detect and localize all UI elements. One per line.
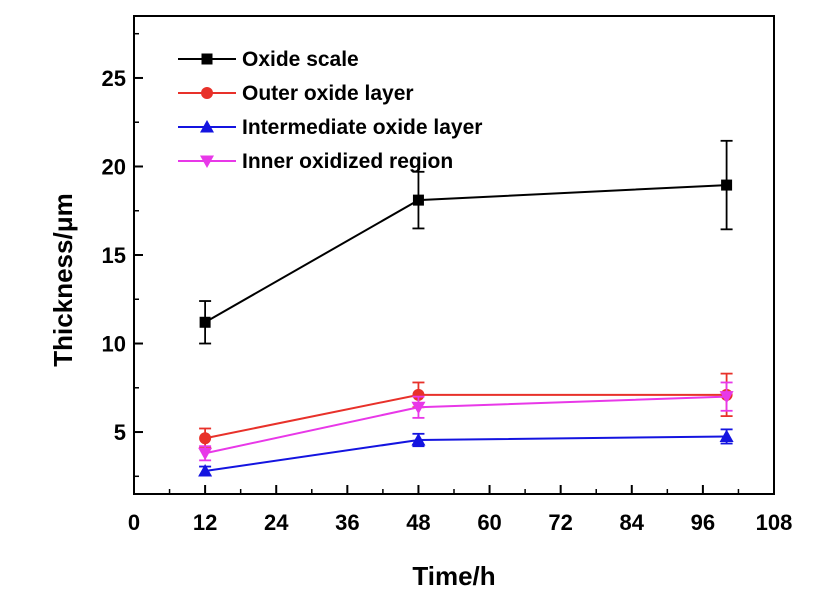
data-point bbox=[719, 391, 734, 404]
legend-marker bbox=[201, 87, 213, 99]
legend-marker bbox=[200, 155, 214, 168]
data-point bbox=[411, 401, 426, 415]
data-point bbox=[198, 463, 213, 477]
legend-marker bbox=[201, 53, 213, 65]
data-point bbox=[198, 447, 213, 461]
data-point bbox=[412, 388, 425, 401]
y-tick-label: 20 bbox=[102, 154, 126, 179]
x-tick-label: 12 bbox=[193, 510, 217, 535]
data-point bbox=[719, 429, 734, 442]
legend-label: Oxide scale bbox=[242, 48, 359, 71]
y-axis-ticks: 5 10 15 20 25 bbox=[102, 32, 143, 478]
data-point bbox=[411, 433, 426, 446]
x-axis-title: Time/h bbox=[412, 561, 495, 591]
x-tick-label: 108 bbox=[756, 510, 793, 535]
series-2 bbox=[198, 428, 734, 477]
plot-frame bbox=[133, 15, 775, 495]
series-line bbox=[204, 184, 727, 324]
legend-item: Intermediate oxide layer bbox=[178, 116, 482, 139]
legend: Oxide scale Outer oxide layer Intermediate… bbox=[178, 48, 482, 173]
y-tick-label: 5 bbox=[114, 420, 126, 445]
x-tick-label: 60 bbox=[477, 510, 501, 535]
y-axis-title: Thickness/μm bbox=[48, 193, 78, 366]
data-point bbox=[412, 194, 424, 206]
series-0 bbox=[199, 139, 733, 345]
legend-label: Intermediate oxide layer bbox=[242, 116, 482, 139]
x-tick-label: 48 bbox=[406, 510, 430, 535]
legend-marker bbox=[200, 120, 214, 133]
x-tick-label: 84 bbox=[620, 510, 645, 535]
legend-item: Inner oxidized region bbox=[178, 150, 453, 173]
legend-item: Oxide scale bbox=[178, 48, 359, 71]
series-line bbox=[204, 393, 727, 440]
y-tick-label: 15 bbox=[102, 243, 126, 268]
series-3 bbox=[198, 381, 734, 462]
data-point bbox=[199, 316, 211, 328]
x-tick-label: 24 bbox=[264, 510, 289, 535]
x-tick-label: 96 bbox=[691, 510, 715, 535]
x-tick-label: 72 bbox=[548, 510, 572, 535]
series-line bbox=[204, 395, 727, 455]
legend-label: Outer oxide layer bbox=[242, 82, 414, 105]
legend-label: Inner oxidized region bbox=[242, 150, 453, 173]
y-tick-label: 25 bbox=[102, 66, 126, 91]
data-point bbox=[721, 179, 733, 191]
x-tick-label: 0 bbox=[128, 510, 140, 535]
series-layer bbox=[198, 139, 734, 477]
data-point bbox=[199, 432, 212, 445]
y-tick-label: 10 bbox=[102, 332, 126, 357]
series-line bbox=[204, 435, 727, 472]
legend-item: Outer oxide layer bbox=[178, 82, 414, 105]
x-tick-label: 36 bbox=[335, 510, 359, 535]
x-axis-ticks: 0 12 24 36 48 60 72 84 96 108 bbox=[128, 485, 792, 535]
